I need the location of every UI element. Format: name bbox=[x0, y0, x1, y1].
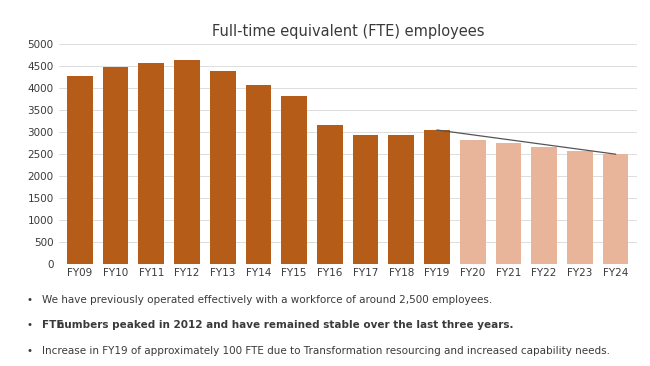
Text: •: • bbox=[26, 295, 32, 305]
Bar bbox=[103, 67, 129, 264]
Bar bbox=[460, 140, 486, 264]
Bar bbox=[353, 135, 378, 264]
Bar bbox=[281, 96, 307, 264]
Bar bbox=[424, 130, 450, 264]
Bar bbox=[67, 76, 93, 264]
Bar bbox=[603, 154, 629, 264]
Bar bbox=[567, 151, 593, 264]
Text: •: • bbox=[26, 320, 32, 330]
Bar bbox=[138, 63, 164, 264]
Bar bbox=[210, 71, 235, 264]
Text: FTE: FTE bbox=[42, 320, 68, 330]
Bar bbox=[389, 135, 414, 264]
Text: •: • bbox=[26, 346, 32, 356]
Text: numbers peaked in 2012 and have remained stable over the last three years.: numbers peaked in 2012 and have remained… bbox=[57, 320, 513, 330]
Bar bbox=[531, 147, 557, 264]
Text: Increase in FY19 of approximately 100 FTE due to Transformation resourcing and i: Increase in FY19 of approximately 100 FT… bbox=[42, 346, 610, 356]
Bar bbox=[246, 85, 271, 264]
Title: Full-time equivalent (FTE) employees: Full-time equivalent (FTE) employees bbox=[211, 23, 484, 38]
Bar bbox=[317, 124, 343, 264]
Bar bbox=[174, 60, 200, 264]
Text: We have previously operated effectively with a workforce of around 2,500 employe: We have previously operated effectively … bbox=[42, 295, 493, 305]
Bar bbox=[495, 143, 521, 264]
